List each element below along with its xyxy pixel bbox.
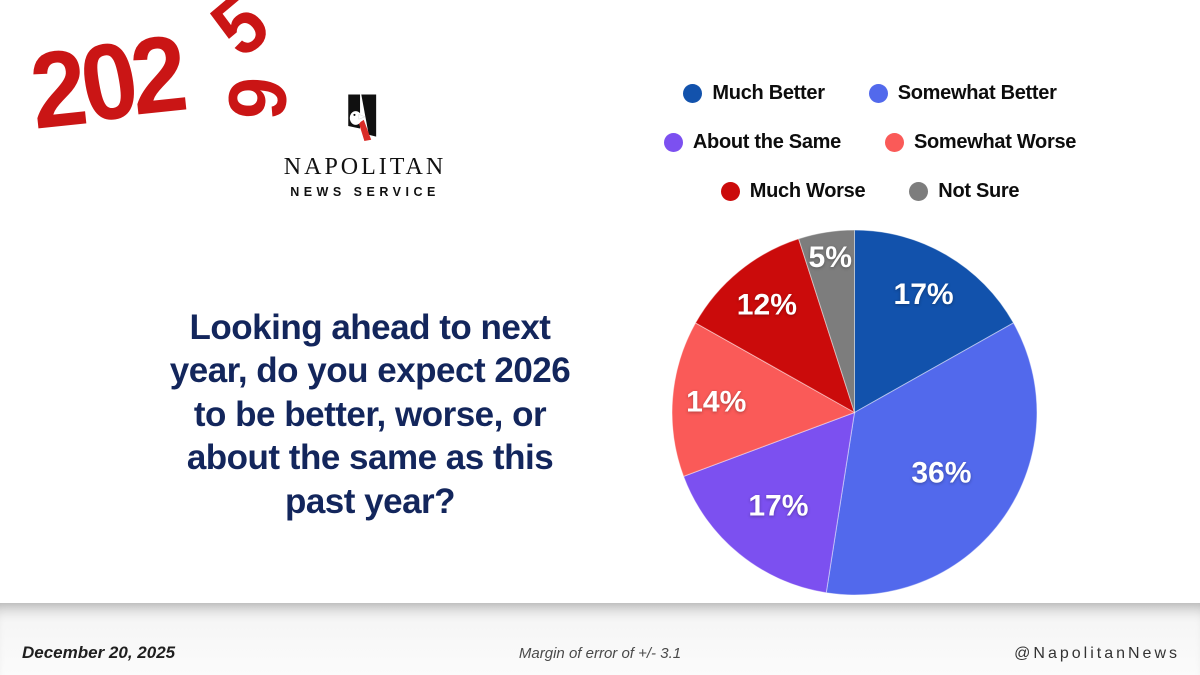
legend-item-not-sure: Not Sure [909,180,1020,203]
footer-social-handle: @NapolitanNews [1014,645,1180,662]
pie-slice-much-worse [694,238,856,414]
legend-item-about-the-same: About the Same [663,131,841,154]
legend-label: Somewhat Worse [913,131,1077,153]
question-text: Looking ahead to next year, do you expec… [120,306,620,523]
legend-item-much-better: Much Better [683,82,825,105]
legend: Much Better Somewhat Better About the Same… [650,82,1090,229]
pie-label-about-the-same: 17% [748,489,808,522]
question-line: to be better, worse, or [193,394,547,434]
question-line: past year? [284,481,456,521]
legend-item-somewhat-better: Somewhat Better [868,82,1057,105]
pie-label-not-sure: 5% [809,241,852,274]
pie-label-somewhat-better: 36% [911,456,971,489]
legend-label: Somewhat Better [897,82,1057,104]
brand-tagline: NEWS SERVICE [290,185,440,199]
brand-name: NAPOLITAN [283,154,447,180]
year-digit: 2 [125,12,189,139]
legend-swatch-somewhat-better [868,84,888,103]
pie-label-somewhat-worse: 14% [686,385,746,418]
footer-date: December 20, 2025 [22,643,176,662]
legend-item-much-worse: Much Worse [720,180,866,203]
pie-slice-much-better [853,229,1015,414]
footer-margin-note: Margin of error of +/- 3.1 [518,645,682,662]
question-line: Looking ahead to next [189,308,551,347]
legend-swatch-much-better [683,84,703,103]
napolitan-eagle-n-icon [348,94,377,141]
legend-label: About the Same [692,131,841,153]
legend-swatch-not-sure [909,182,929,201]
legend-item-somewhat-worse: Somewhat Worse [884,131,1077,154]
pie-slice-somewhat-worse [671,322,856,478]
footer-bar: December 20, 2025 Margin of error of +/-… [0,603,1200,675]
pie-label-much-better: 17% [893,278,953,311]
question-line: about the same as this [186,438,554,478]
pie-slice-about-the-same [682,411,856,594]
pie-slice-not-sure [798,229,856,413]
year-digit-old: 5 [194,0,283,75]
pie-label-much-worse: 12% [737,289,797,322]
pie-chart-container: 17% 36% 17% 14% 12% 5% [664,222,1045,603]
legend-swatch-somewhat-worse [884,133,904,152]
pie-slice-somewhat-better [825,322,1038,596]
question-line: year, do you expect 2026 [169,351,571,391]
legend-swatch-about-the-same [663,133,683,152]
napolitan-logo: NAPOLITAN NEWS SERVICE [265,86,465,199]
legend-swatch-much-worse [720,182,740,201]
legend-row: About the Same Somewhat Worse [650,131,1090,154]
legend-row: Much Worse Not Sure [650,180,1090,203]
legend-label: Not Sure [938,180,1020,202]
pie-chart: 17% 36% 17% 14% 12% 5% [671,229,1038,596]
legend-label: Much Better [712,82,825,104]
legend-row: Much Better Somewhat Better [650,82,1090,105]
legend-label: Much Worse [749,180,866,202]
